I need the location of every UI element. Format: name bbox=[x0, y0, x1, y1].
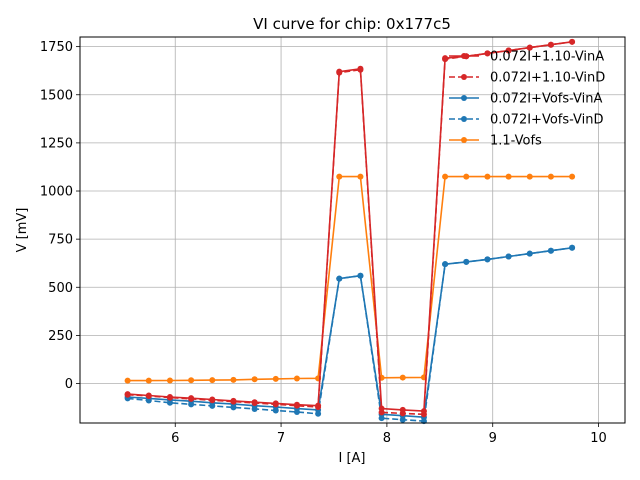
y-axis-label: V [mV] bbox=[15, 208, 30, 253]
data-point bbox=[209, 377, 216, 384]
data-point bbox=[166, 377, 173, 384]
data-point bbox=[547, 247, 554, 254]
data-point bbox=[188, 395, 195, 402]
data-point bbox=[399, 406, 406, 413]
x-tick-label: 10 bbox=[590, 431, 607, 446]
y-tick-label: 1250 bbox=[40, 136, 73, 151]
data-point bbox=[209, 396, 216, 403]
axis-ticks: 6 7 8 9 10 0 250 500 750 1000 1250 1500 1750 bbox=[40, 40, 607, 446]
legend-label: 0.072I+1.10-VinA bbox=[490, 50, 604, 65]
data-point bbox=[166, 394, 173, 401]
y-tick-label: 250 bbox=[48, 329, 73, 344]
data-point bbox=[569, 173, 576, 180]
data-point bbox=[315, 402, 322, 409]
x-tick-label: 6 bbox=[171, 431, 179, 446]
legend: 0.072I+1.10-VinA 0.072I+1.10-VinD 0.072I+V… bbox=[449, 50, 605, 149]
data-point bbox=[505, 173, 512, 180]
data-point bbox=[569, 38, 576, 45]
data-point bbox=[188, 377, 195, 384]
data-point bbox=[357, 65, 364, 72]
plot-frame bbox=[79, 36, 626, 424]
data-point bbox=[145, 392, 152, 399]
legend-marker bbox=[461, 116, 467, 122]
y-tick-label: 1750 bbox=[40, 40, 73, 55]
data-point bbox=[230, 376, 237, 383]
legend-entry: 0.072I+Vofs-VinD bbox=[449, 113, 604, 128]
series-line bbox=[127, 41, 573, 412]
legend-entry: 1.1-Vofs bbox=[449, 134, 542, 149]
data-point bbox=[145, 377, 152, 384]
y-tick-label: 1500 bbox=[40, 88, 73, 103]
data-point bbox=[442, 55, 449, 62]
data-point bbox=[526, 250, 533, 257]
data-point bbox=[526, 173, 533, 180]
data-point bbox=[526, 44, 533, 51]
data-point bbox=[463, 173, 470, 180]
legend-label: 1.1-Vofs bbox=[490, 134, 542, 149]
data-point bbox=[442, 173, 449, 180]
data-point bbox=[569, 244, 576, 251]
y-tick-label: 1000 bbox=[40, 185, 73, 200]
data-point bbox=[420, 408, 427, 415]
legend-label: 0.072I+Vofs-VinA bbox=[490, 92, 603, 107]
x-tick-label: 9 bbox=[489, 431, 497, 446]
data-point bbox=[547, 41, 554, 48]
data-point bbox=[378, 405, 385, 412]
series-1.1-Vofs bbox=[124, 173, 576, 384]
legend-label: 0.072I+Vofs-VinD bbox=[490, 113, 604, 128]
grid-lines bbox=[80, 37, 625, 423]
data-point bbox=[272, 400, 279, 407]
legend-marker bbox=[461, 137, 467, 143]
data-point bbox=[293, 375, 300, 382]
legend-entry: 0.072I+1.10-VinD bbox=[449, 71, 605, 86]
legend-marker bbox=[461, 53, 467, 59]
data-point bbox=[251, 399, 258, 406]
chart-title: VI curve for chip: 0x177c5 bbox=[253, 15, 451, 33]
x-axis-label: I [A] bbox=[338, 451, 365, 466]
data-point bbox=[505, 253, 512, 260]
series-0.072I+1.10-VinA bbox=[124, 38, 576, 415]
data-point bbox=[272, 375, 279, 382]
legend-entry: 0.072I+1.10-VinA bbox=[449, 50, 604, 65]
data-point bbox=[293, 401, 300, 408]
series-layer bbox=[124, 38, 576, 425]
data-point bbox=[505, 47, 512, 54]
data-point bbox=[442, 261, 449, 268]
legend-label: 0.072I+1.10-VinD bbox=[490, 71, 605, 86]
data-point bbox=[230, 397, 237, 404]
data-point bbox=[463, 258, 470, 265]
series-line bbox=[127, 247, 573, 419]
y-tick-label: 0 bbox=[65, 377, 73, 392]
data-point bbox=[336, 68, 343, 75]
data-point bbox=[357, 272, 364, 279]
data-point bbox=[399, 374, 406, 381]
y-tick-label: 500 bbox=[48, 281, 73, 296]
x-tick-label: 7 bbox=[277, 431, 285, 446]
legend-marker bbox=[461, 74, 467, 80]
data-point bbox=[484, 256, 491, 263]
data-point bbox=[547, 173, 554, 180]
data-point bbox=[251, 376, 258, 383]
legend-entry: 0.072I+Vofs-VinA bbox=[449, 92, 603, 107]
y-tick-label: 750 bbox=[48, 233, 73, 248]
data-point bbox=[124, 391, 131, 398]
data-point bbox=[484, 50, 491, 57]
x-tick-label: 8 bbox=[383, 431, 391, 446]
data-point bbox=[124, 377, 131, 384]
data-point bbox=[357, 173, 364, 180]
series-line bbox=[127, 175, 573, 382]
legend-marker bbox=[461, 95, 467, 101]
data-point bbox=[484, 173, 491, 180]
data-point bbox=[336, 173, 343, 180]
data-point bbox=[336, 275, 343, 282]
